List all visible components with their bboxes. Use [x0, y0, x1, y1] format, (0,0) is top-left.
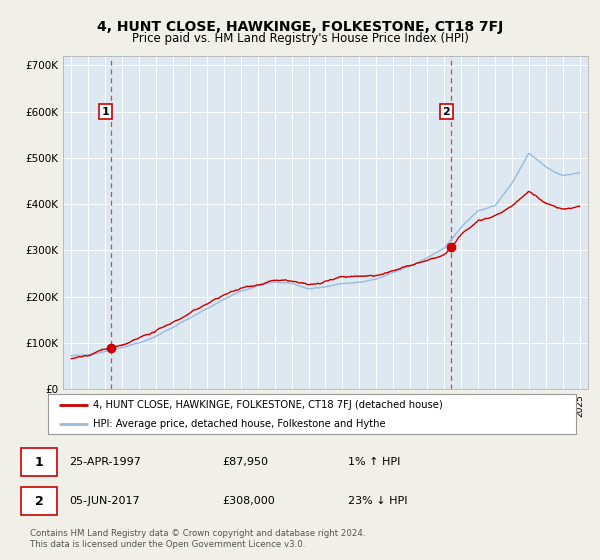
- Text: 05-JUN-2017: 05-JUN-2017: [69, 496, 140, 506]
- Text: 1: 1: [102, 106, 110, 116]
- Text: 2: 2: [442, 106, 450, 116]
- Text: 1% ↑ HPI: 1% ↑ HPI: [348, 457, 400, 467]
- Text: £308,000: £308,000: [222, 496, 275, 506]
- Text: HPI: Average price, detached house, Folkestone and Hythe: HPI: Average price, detached house, Folk…: [93, 418, 386, 428]
- Text: 25-APR-1997: 25-APR-1997: [69, 457, 141, 467]
- Text: £87,950: £87,950: [222, 457, 268, 467]
- Text: Contains HM Land Registry data © Crown copyright and database right 2024.
This d: Contains HM Land Registry data © Crown c…: [30, 529, 365, 549]
- Text: 2: 2: [35, 494, 43, 508]
- Text: 1: 1: [35, 455, 43, 469]
- Text: Price paid vs. HM Land Registry's House Price Index (HPI): Price paid vs. HM Land Registry's House …: [131, 32, 469, 45]
- Text: 23% ↓ HPI: 23% ↓ HPI: [348, 496, 407, 506]
- Text: 4, HUNT CLOSE, HAWKINGE, FOLKESTONE, CT18 7FJ: 4, HUNT CLOSE, HAWKINGE, FOLKESTONE, CT1…: [97, 20, 503, 34]
- Text: 4, HUNT CLOSE, HAWKINGE, FOLKESTONE, CT18 7FJ (detached house): 4, HUNT CLOSE, HAWKINGE, FOLKESTONE, CT1…: [93, 400, 443, 410]
